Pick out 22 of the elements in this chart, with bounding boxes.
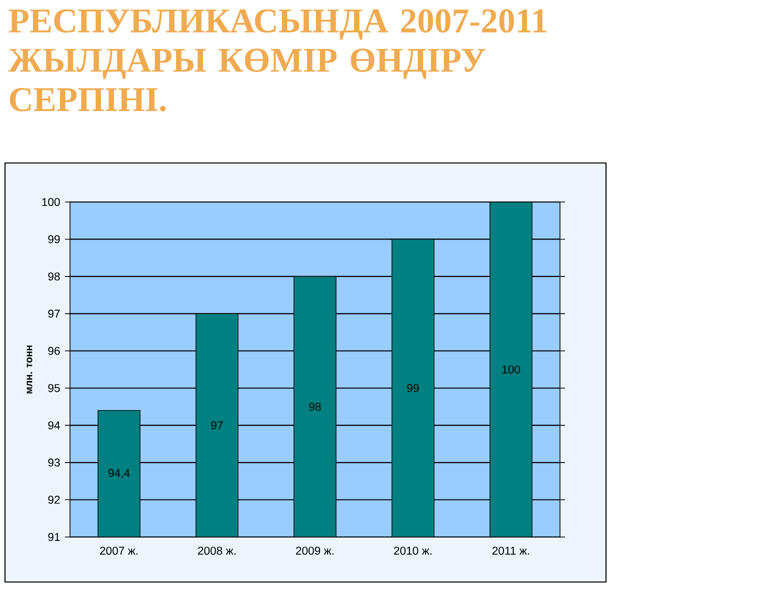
- y-tick-label: 99: [48, 235, 60, 244]
- x-tick-label: 2009 ж.: [296, 546, 334, 555]
- data-label: 94,4: [108, 469, 130, 478]
- y-tick-label: 92: [48, 496, 60, 504]
- y-tick-label: 95: [48, 384, 60, 392]
- x-tick-label: 2011 ж.: [492, 546, 530, 555]
- data-label: 98: [309, 402, 321, 411]
- data-label: 100: [502, 365, 520, 374]
- y-tick-label: 98: [48, 272, 60, 280]
- y-tick-label: 100: [42, 198, 60, 206]
- data-label: 97: [211, 421, 223, 430]
- chart-title: РЕСПУБЛИКАСЫНДА 2007-2011 ЖЫЛДАРЫ КӨМІР ӨНДІРУ СЕРПІНІ.: [8, 9, 546, 112]
- y-tick-label: 91: [48, 532, 60, 541]
- y-tick-label: 96: [48, 346, 60, 355]
- y-tick-label: 94: [48, 421, 60, 430]
- data-label: 99: [407, 384, 419, 392]
- y-axis-title: млн. тонн: [26, 346, 32, 394]
- y-tick-label: 93: [48, 458, 60, 467]
- x-tick-label: 2007 ж.: [100, 546, 138, 555]
- y-tick-label: 97: [48, 310, 60, 318]
- x-tick-label: 2008 ж.: [198, 546, 236, 555]
- x-tick-label: 2010 ж.: [394, 546, 432, 555]
